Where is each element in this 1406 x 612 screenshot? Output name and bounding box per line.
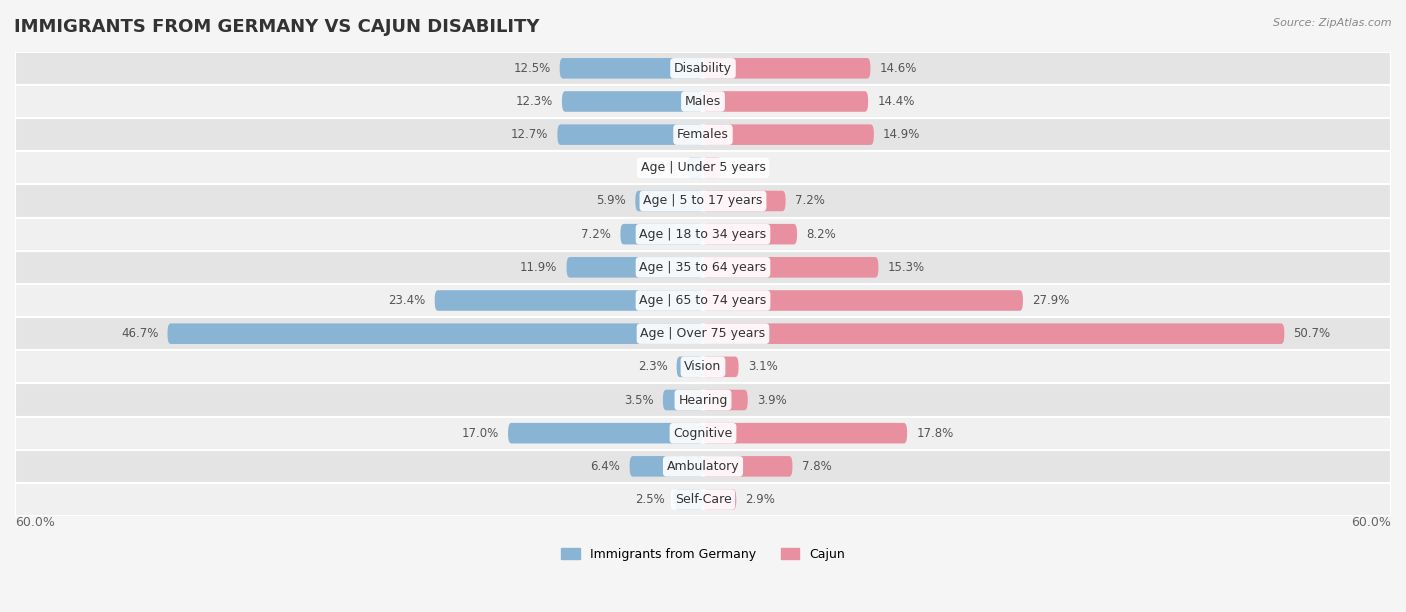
Text: Cognitive: Cognitive [673, 427, 733, 439]
FancyBboxPatch shape [703, 456, 793, 477]
Bar [15, 251, 1391, 284]
Bar [15, 52, 1391, 85]
FancyBboxPatch shape [620, 224, 703, 244]
Text: Age | Under 5 years: Age | Under 5 years [641, 162, 765, 174]
Text: 14.4%: 14.4% [877, 95, 915, 108]
Text: Hearing: Hearing [678, 394, 728, 406]
FancyBboxPatch shape [703, 91, 868, 112]
Bar [15, 450, 1391, 483]
FancyBboxPatch shape [703, 390, 748, 410]
FancyBboxPatch shape [567, 257, 703, 278]
Text: Disability: Disability [673, 62, 733, 75]
FancyBboxPatch shape [508, 423, 703, 444]
Text: 2.3%: 2.3% [638, 360, 668, 373]
FancyBboxPatch shape [703, 357, 738, 377]
FancyBboxPatch shape [557, 124, 703, 145]
Text: 6.4%: 6.4% [591, 460, 620, 473]
FancyBboxPatch shape [703, 257, 879, 278]
Bar [15, 218, 1391, 251]
Text: 60.0%: 60.0% [15, 516, 55, 529]
Text: 2.5%: 2.5% [636, 493, 665, 506]
FancyBboxPatch shape [703, 423, 907, 444]
Text: Age | Over 75 years: Age | Over 75 years [641, 327, 765, 340]
Text: Females: Females [678, 128, 728, 141]
Text: 1.6%: 1.6% [731, 162, 761, 174]
Bar [15, 284, 1391, 317]
FancyBboxPatch shape [688, 157, 703, 178]
FancyBboxPatch shape [434, 290, 703, 311]
Text: 50.7%: 50.7% [1294, 327, 1330, 340]
Text: 27.9%: 27.9% [1032, 294, 1070, 307]
FancyBboxPatch shape [562, 91, 703, 112]
FancyBboxPatch shape [560, 58, 703, 78]
Text: 12.5%: 12.5% [513, 62, 551, 75]
Text: 11.9%: 11.9% [520, 261, 557, 274]
Text: 5.9%: 5.9% [596, 195, 626, 207]
Text: 7.8%: 7.8% [801, 460, 831, 473]
Bar [15, 151, 1391, 184]
Text: Vision: Vision [685, 360, 721, 373]
FancyBboxPatch shape [703, 124, 875, 145]
Text: Source: ZipAtlas.com: Source: ZipAtlas.com [1274, 18, 1392, 28]
FancyBboxPatch shape [676, 357, 703, 377]
Bar [15, 85, 1391, 118]
Text: 12.7%: 12.7% [510, 128, 548, 141]
FancyBboxPatch shape [703, 157, 721, 178]
Text: Self-Care: Self-Care [675, 493, 731, 506]
FancyBboxPatch shape [662, 390, 703, 410]
Text: IMMIGRANTS FROM GERMANY VS CAJUN DISABILITY: IMMIGRANTS FROM GERMANY VS CAJUN DISABIL… [14, 18, 540, 36]
FancyBboxPatch shape [703, 224, 797, 244]
Text: 3.9%: 3.9% [756, 394, 786, 406]
Text: Age | 5 to 17 years: Age | 5 to 17 years [644, 195, 762, 207]
Text: 14.6%: 14.6% [880, 62, 917, 75]
FancyBboxPatch shape [703, 290, 1024, 311]
Text: Age | 18 to 34 years: Age | 18 to 34 years [640, 228, 766, 241]
Text: Age | 35 to 64 years: Age | 35 to 64 years [640, 261, 766, 274]
Bar [15, 384, 1391, 417]
FancyBboxPatch shape [703, 58, 870, 78]
Bar [15, 118, 1391, 151]
Text: 17.0%: 17.0% [461, 427, 499, 439]
Text: Age | 65 to 74 years: Age | 65 to 74 years [640, 294, 766, 307]
Text: 23.4%: 23.4% [388, 294, 426, 307]
FancyBboxPatch shape [703, 323, 1284, 344]
Text: 17.8%: 17.8% [917, 427, 953, 439]
Text: 7.2%: 7.2% [582, 228, 612, 241]
Text: Ambulatory: Ambulatory [666, 460, 740, 473]
Text: 1.4%: 1.4% [648, 162, 678, 174]
FancyBboxPatch shape [630, 456, 703, 477]
FancyBboxPatch shape [675, 489, 703, 510]
FancyBboxPatch shape [703, 489, 737, 510]
Bar [15, 483, 1391, 516]
Bar [15, 350, 1391, 384]
Text: 7.2%: 7.2% [794, 195, 824, 207]
Legend: Immigrants from Germany, Cajun: Immigrants from Germany, Cajun [555, 543, 851, 565]
Text: 14.9%: 14.9% [883, 128, 921, 141]
Text: 46.7%: 46.7% [121, 327, 159, 340]
Text: 12.3%: 12.3% [516, 95, 553, 108]
FancyBboxPatch shape [636, 191, 703, 211]
FancyBboxPatch shape [703, 191, 786, 211]
Text: 2.9%: 2.9% [745, 493, 775, 506]
Text: 8.2%: 8.2% [806, 228, 837, 241]
Bar [15, 417, 1391, 450]
Text: 60.0%: 60.0% [1351, 516, 1391, 529]
Text: Males: Males [685, 95, 721, 108]
Bar [15, 184, 1391, 218]
Text: 3.5%: 3.5% [624, 394, 654, 406]
Bar [15, 317, 1391, 350]
FancyBboxPatch shape [167, 323, 703, 344]
Text: 15.3%: 15.3% [887, 261, 925, 274]
Text: 3.1%: 3.1% [748, 360, 778, 373]
